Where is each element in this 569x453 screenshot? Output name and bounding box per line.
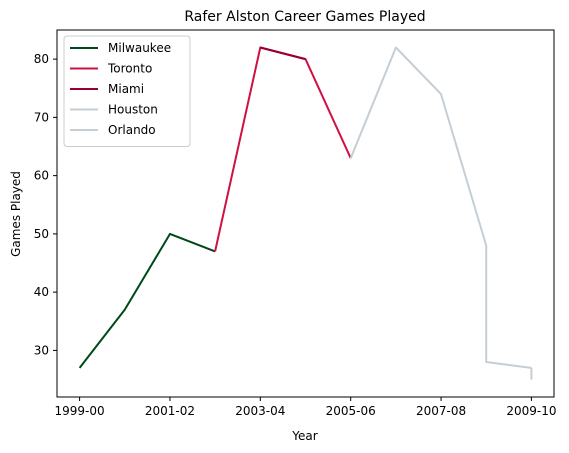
x-axis-title: Year: [291, 429, 317, 443]
series-line-houston: [349, 46, 532, 369]
y-tick-label: 40: [34, 285, 49, 299]
y-tick-label: 30: [34, 343, 49, 357]
series-line-miami: [260, 46, 306, 61]
x-tick-label: 2005-06: [326, 404, 376, 418]
legend-label-miami: Miami: [108, 82, 144, 96]
y-tick-label: 60: [34, 169, 49, 183]
x-tick-label: 2007-08: [416, 404, 466, 418]
y-axis: 30 40 50 60 70 80: [34, 52, 57, 357]
series-layer: [78, 46, 533, 380]
y-tick-label: 80: [34, 52, 49, 66]
x-tick-label: 1999-00: [55, 404, 105, 418]
chart-title: Rafer Alston Career Games Played: [184, 9, 425, 25]
series-line-toronto: [214, 46, 352, 252]
series-line-milwaukee: [78, 232, 216, 369]
legend-label-orlando: Orlando: [108, 123, 156, 137]
legend: Milwaukee Toronto Miami Houston Orlando: [63, 35, 191, 147]
legend-box: [63, 35, 191, 147]
x-tick-label: 2009-10: [506, 404, 556, 418]
legend-label-houston: Houston: [108, 103, 158, 117]
y-tick-label: 50: [34, 227, 49, 241]
legend-label-milwaukee: Milwaukee: [108, 41, 171, 55]
y-tick-label: 70: [34, 110, 49, 124]
x-tick-label: 2001-02: [145, 404, 195, 418]
legend-label-toronto: Toronto: [107, 62, 152, 76]
x-tick-label: 2003-04: [235, 404, 285, 418]
x-axis: 1999-00 2001-02 2003-04 2005-06 2007-08 2009-…: [55, 397, 556, 418]
y-axis-title: Games Played: [9, 171, 23, 257]
plot-frame: [56, 29, 555, 398]
